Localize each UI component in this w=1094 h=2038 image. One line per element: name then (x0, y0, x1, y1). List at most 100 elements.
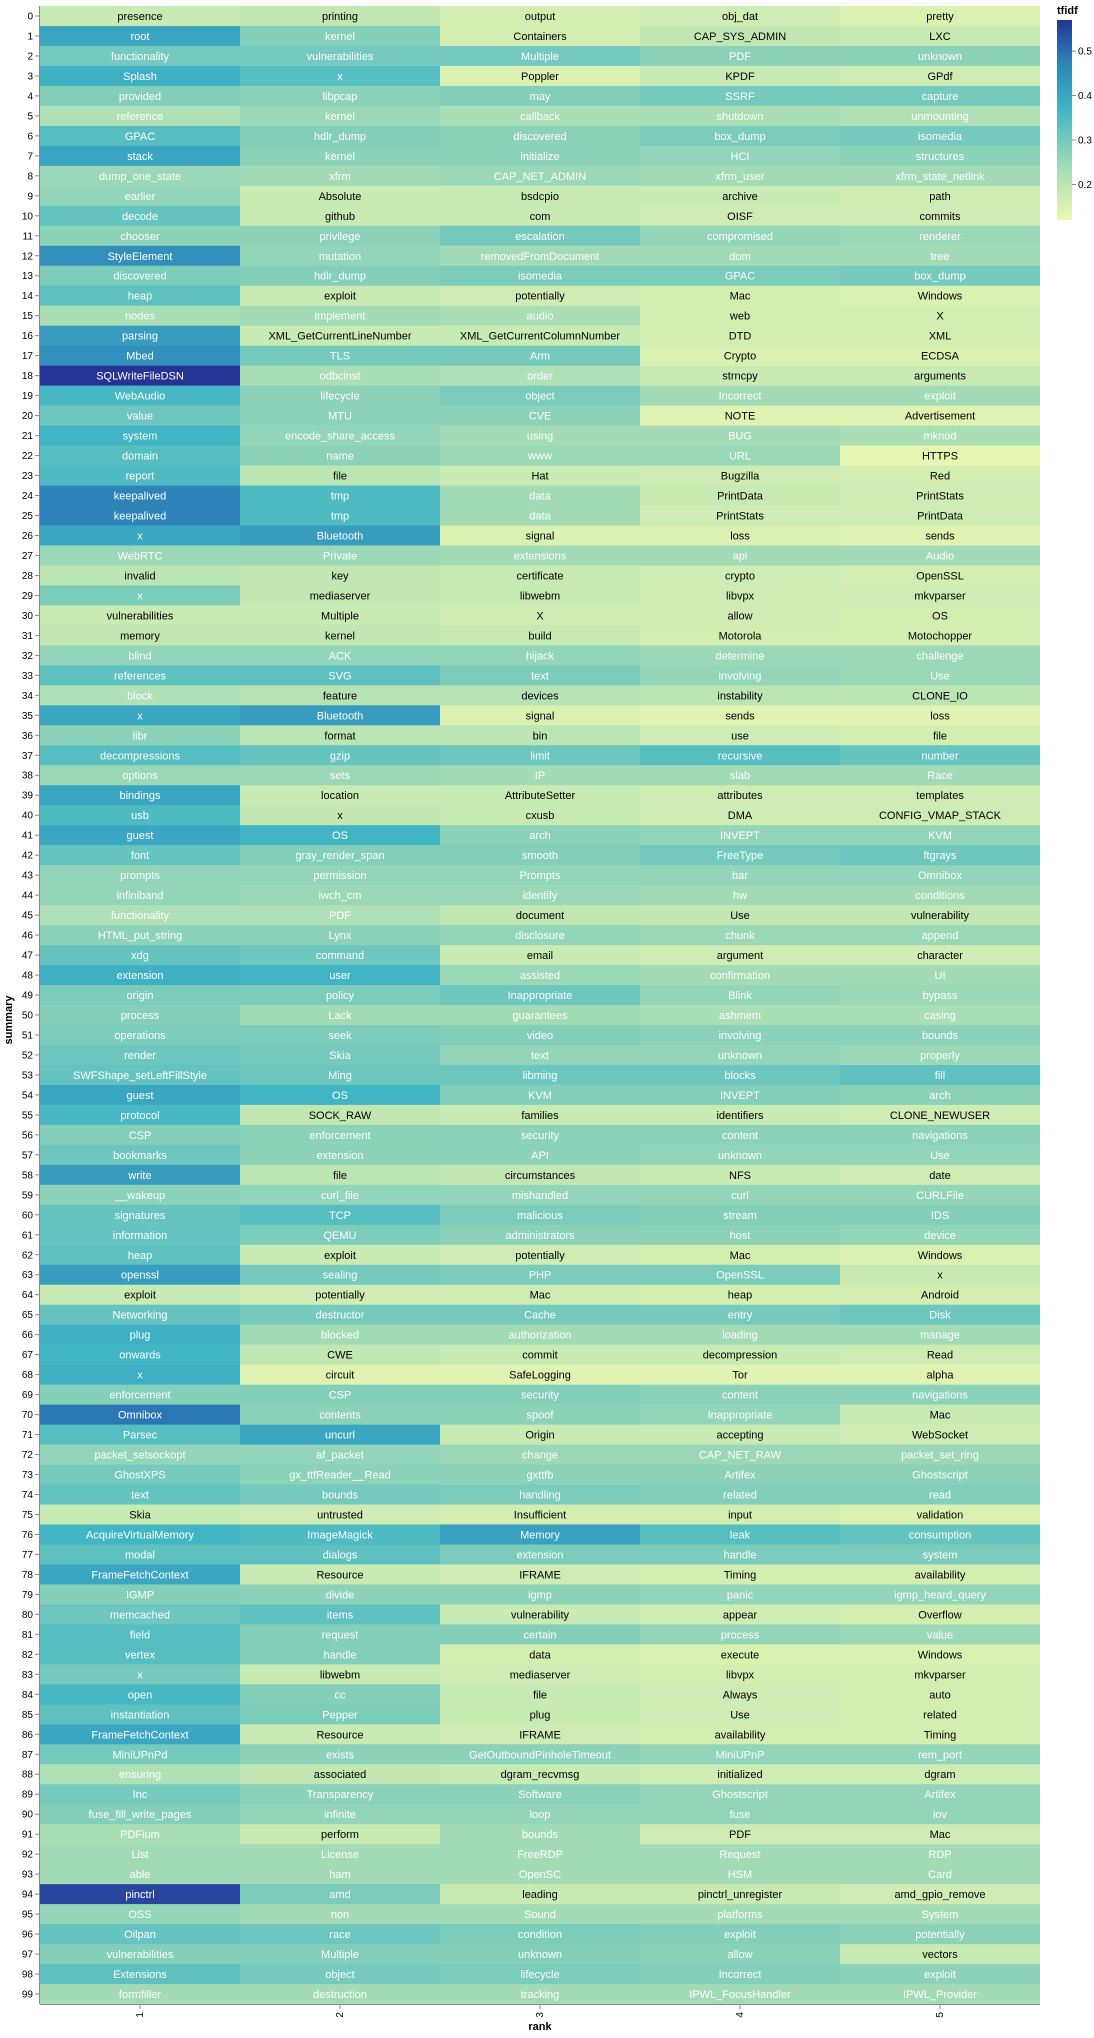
y-tick-label: 93 (22, 1870, 34, 1881)
heatmap-cell (640, 1984, 840, 2005)
heatmap-cell (40, 45, 240, 67)
legend-gradient-bar (1057, 20, 1072, 220)
heatmap-cell (840, 1664, 1040, 1685)
y-tick-label: 55 (22, 1110, 34, 1121)
cell-label: infinite (324, 1809, 356, 1821)
heatmap-cell (40, 1324, 240, 1345)
cell-label: handle (723, 1549, 756, 1561)
heatmap-cell (640, 85, 840, 107)
heatmap-cell (640, 225, 840, 247)
heatmap-cell (40, 385, 240, 406)
heatmap-cell (840, 445, 1040, 466)
cell-label: hijack (526, 650, 555, 662)
heatmap-cell (440, 1704, 640, 1725)
cell-label: FreeType (717, 850, 763, 862)
heatmap-cell (440, 685, 640, 706)
y-tick-label: 77 (22, 1550, 34, 1561)
heatmap-cell (840, 1124, 1040, 1146)
cell-label: navigations (912, 1390, 968, 1402)
cell-label: bounds (522, 1829, 559, 1841)
heatmap-cell (640, 1824, 840, 1845)
y-tick-label: 51 (22, 1030, 34, 1041)
cell-label: Software (518, 1789, 561, 1801)
heatmap-cell (40, 405, 240, 426)
heatmap-cell (640, 1084, 840, 1106)
heatmap-cell (840, 1584, 1040, 1605)
cell-label: determine (716, 650, 765, 662)
heatmap-cell (840, 1024, 1040, 1046)
cell-label: guest (127, 830, 154, 842)
cell-label: spoof (527, 1410, 555, 1422)
cell-label: handling (519, 1490, 561, 1502)
cell-label: RDP (928, 1849, 951, 1861)
cell-label: igmp_heard_query (894, 1589, 986, 1601)
cell-label: appear (723, 1609, 758, 1621)
cell-label: functionality (111, 51, 170, 63)
cell-label: gzip (330, 750, 350, 762)
cell-label: discovered (113, 271, 166, 283)
heatmap-cell (40, 525, 240, 546)
cell-label: casing (924, 1010, 956, 1022)
heatmap-cell (240, 345, 440, 366)
heatmap-cell (440, 1784, 640, 1805)
heatmap-cell (40, 1784, 240, 1805)
cell-label: build (528, 630, 551, 642)
heatmap-cell (640, 885, 840, 906)
heatmap-cell (440, 1424, 640, 1445)
heatmap-cell (40, 1364, 240, 1385)
heatmap-cell (640, 1244, 840, 1266)
heatmap-cell (440, 765, 640, 786)
heatmap-cell (440, 1904, 640, 1925)
cell-label: INVEPT (720, 830, 760, 842)
cell-label: Hat (531, 471, 548, 483)
cell-label: value (127, 411, 153, 423)
heatmap-cell (640, 1884, 840, 1905)
cell-label: OISF (727, 211, 753, 223)
heatmap-cell (240, 725, 440, 746)
cell-label: Multiple (321, 1949, 359, 1961)
cell-label: UI (935, 970, 946, 982)
y-tick-label: 11 (23, 231, 34, 242)
cell-label: perform (321, 1829, 359, 1841)
heatmap-cell (40, 205, 240, 227)
cell-label: templates (916, 790, 964, 802)
cell-label: file (933, 730, 947, 742)
cell-label: formfiller (119, 1989, 162, 2001)
heatmap-cell (40, 705, 240, 726)
heatmap-cell (440, 465, 640, 486)
cell-label: printing (322, 11, 358, 23)
heatmap-cell (440, 1284, 640, 1305)
heatmap-cell (240, 1204, 440, 1226)
heatmap-cell (240, 145, 440, 167)
heatmap-cell (840, 1944, 1040, 1965)
cell-label: XML_GetCurrentColumnNumber (460, 331, 621, 343)
y-tick-label: 1 (27, 31, 33, 42)
heatmap-cell (440, 1564, 640, 1585)
cell-label: signal (526, 710, 555, 722)
heatmap-cell (640, 325, 840, 346)
cell-label: Lynx (329, 930, 352, 942)
cell-label: structures (916, 151, 965, 163)
y-tick-label: 4 (27, 91, 33, 102)
cell-label: OpenSSL (716, 1270, 764, 1282)
y-tick-label: 8 (27, 171, 33, 182)
cell-label: Ghostscript (712, 1789, 768, 1801)
cell-label: web (729, 311, 750, 323)
cell-label: dgram (924, 1769, 955, 1781)
heatmap-cell (240, 1304, 440, 1325)
cell-label: Ghostscript (912, 1470, 968, 1482)
heatmap-cell (440, 1204, 640, 1226)
y-tick-label: 47 (22, 951, 34, 962)
cell-label: Use (730, 910, 750, 922)
heatmap-cell (240, 1064, 440, 1086)
cell-label: pinctrl_unregister (698, 1889, 783, 1901)
cell-label: box_dump (914, 271, 965, 283)
heatmap-cell (40, 1984, 240, 2005)
heatmap-cell (440, 525, 640, 546)
cell-label: guarantees (512, 1010, 568, 1022)
y-tick-label: 36 (22, 731, 34, 742)
heatmap-cell (440, 1744, 640, 1765)
cell-label: SVG (328, 670, 351, 682)
heatmap-cell (840, 1924, 1040, 1945)
